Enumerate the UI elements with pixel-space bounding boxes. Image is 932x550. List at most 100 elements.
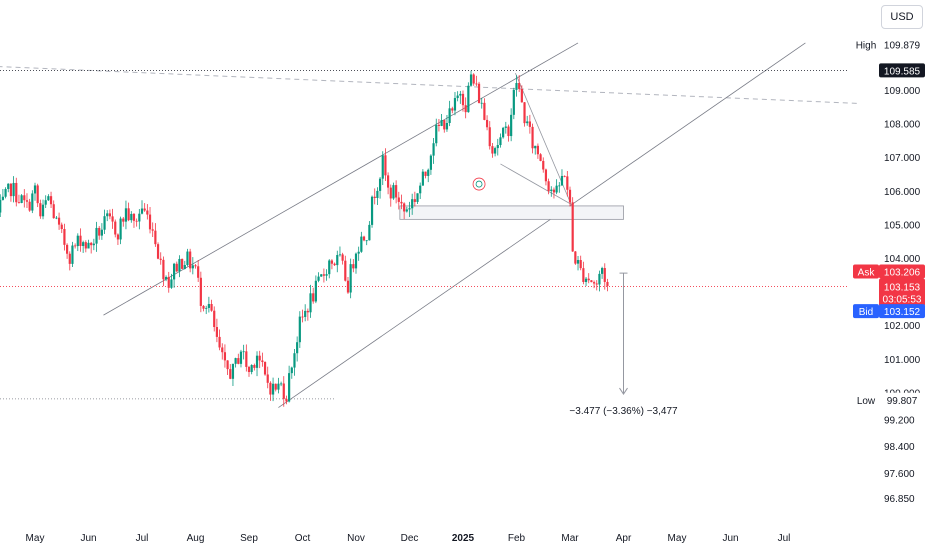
candle — [175, 261, 178, 273]
candle-body — [464, 105, 467, 113]
candle — [20, 194, 23, 204]
candle — [135, 218, 138, 227]
candle — [1, 189, 4, 201]
candle-body — [491, 146, 494, 154]
candle-body — [424, 171, 427, 176]
candle — [435, 118, 438, 147]
candle-body — [368, 224, 371, 241]
y-tick-label: 109.000 — [884, 86, 921, 97]
candle-body — [288, 373, 291, 402]
candle-body — [346, 280, 350, 293]
candle — [534, 145, 537, 155]
candle — [205, 305, 208, 315]
candle — [480, 97, 483, 109]
candle-body — [349, 264, 352, 293]
candle-body — [60, 224, 63, 230]
candle-body — [333, 263, 336, 266]
candle-body — [563, 175, 566, 177]
candle-body — [592, 282, 596, 284]
candle — [598, 270, 601, 292]
candle-body — [90, 242, 93, 246]
candle — [63, 223, 66, 251]
candle-body — [245, 351, 248, 367]
candle-body — [528, 121, 531, 127]
candle-body — [84, 242, 87, 249]
candle — [349, 258, 352, 299]
candle — [167, 271, 170, 293]
candle-body — [296, 342, 299, 354]
candle — [467, 82, 470, 113]
candle-body — [601, 268, 604, 274]
candle — [114, 219, 117, 238]
low-tag-value: 99.807 — [887, 396, 918, 407]
candle — [445, 115, 449, 132]
candle-body — [496, 145, 499, 149]
candle-body — [574, 251, 577, 264]
candle-body — [116, 234, 120, 240]
candle-body — [360, 236, 363, 252]
candle-body — [488, 127, 491, 147]
candle-body — [312, 293, 315, 302]
candle — [507, 124, 510, 142]
candle-body — [25, 200, 29, 202]
candle — [194, 263, 197, 269]
candle — [520, 85, 523, 103]
y-tick-label: 105.000 — [884, 220, 921, 231]
candle — [360, 231, 363, 253]
candle — [84, 240, 87, 253]
candle-body — [130, 213, 133, 221]
candle-body — [435, 124, 438, 144]
candle — [568, 186, 572, 207]
last-price-tag-bg — [879, 63, 925, 78]
candle — [156, 242, 160, 260]
candle-body — [362, 236, 366, 241]
candle-body — [354, 253, 358, 269]
candle-body — [114, 221, 117, 235]
high-tag-title: High — [856, 41, 877, 52]
candle-body — [357, 251, 360, 254]
candle — [261, 352, 264, 367]
candle-body — [162, 259, 165, 280]
candle — [23, 189, 26, 208]
candle — [250, 364, 253, 375]
candle-body — [576, 260, 580, 264]
candle — [427, 168, 430, 183]
candle — [0, 194, 2, 217]
candle — [523, 101, 526, 127]
y-tick-label: 107.000 — [884, 153, 921, 164]
current-price-bg — [879, 278, 925, 307]
candle — [12, 176, 15, 203]
x-tick-label: Jul — [778, 533, 791, 544]
x-tick-label: Aug — [187, 533, 205, 544]
candle-body — [28, 201, 31, 211]
candle-body — [205, 307, 208, 309]
candle-body — [12, 182, 15, 197]
candle — [197, 259, 200, 282]
candle-body — [33, 185, 37, 194]
candle-body — [539, 154, 542, 161]
candle — [138, 209, 141, 230]
candle — [544, 168, 548, 186]
candle-body — [443, 120, 446, 130]
y-tick-label: 106.000 — [884, 187, 921, 198]
candle-body — [194, 265, 197, 267]
channel-upper-line — [103, 42, 579, 316]
candle — [325, 269, 328, 281]
candle — [421, 169, 424, 186]
candle — [55, 216, 58, 220]
currency-button[interactable]: USD — [881, 5, 923, 29]
candle-body — [325, 274, 328, 276]
candle-body — [389, 187, 392, 199]
candle — [550, 186, 553, 197]
candle-body — [186, 251, 189, 266]
candle-body — [408, 208, 411, 210]
candle-body — [197, 266, 200, 278]
candle — [381, 151, 384, 186]
candle-body — [231, 363, 235, 379]
candle — [124, 200, 128, 230]
candle — [336, 250, 339, 273]
candle — [512, 87, 515, 120]
candle — [186, 248, 189, 267]
candle-body — [66, 244, 69, 254]
